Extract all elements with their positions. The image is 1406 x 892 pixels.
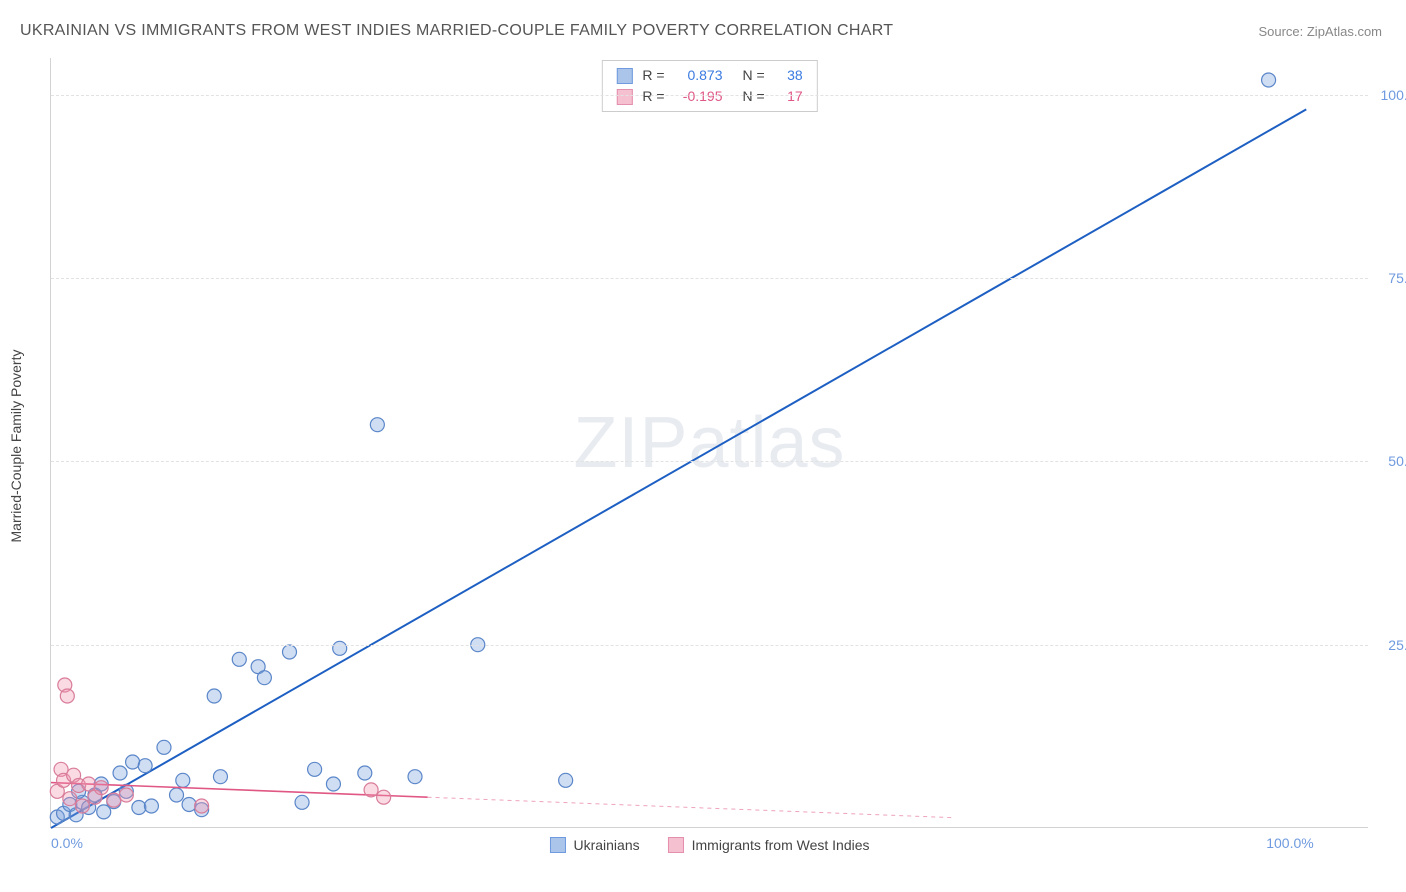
plot-area: ZIPatlas R =0.873N =38R =-0.195N =17 Ukr… [50, 58, 1368, 828]
scatter-point [370, 418, 384, 432]
scatter-point [170, 788, 184, 802]
legend-swatch [668, 837, 684, 853]
scatter-point [113, 766, 127, 780]
y-tick-label: 50.0% [1374, 453, 1406, 469]
chart-container: UKRAINIAN VS IMMIGRANTS FROM WEST INDIES… [0, 0, 1406, 892]
scatter-point [119, 788, 133, 802]
scatter-point [75, 799, 89, 813]
scatter-point [182, 798, 196, 812]
legend-item: Ukrainians [549, 837, 639, 853]
gridline [51, 95, 1368, 96]
scatter-point [333, 641, 347, 655]
scatter-point [60, 689, 74, 703]
gridline [51, 461, 1368, 462]
regression-line [51, 109, 1306, 828]
scatter-point [308, 762, 322, 776]
x-tick-label: 100.0% [1266, 835, 1313, 851]
scatter-point [107, 793, 121, 807]
legend-label: Immigrants from West Indies [692, 837, 870, 853]
y-axis-label: Married-Couple Family Poverty [8, 350, 24, 543]
scatter-point [326, 777, 340, 791]
scatter-point [126, 755, 140, 769]
scatter-point [364, 783, 378, 797]
scatter-point [282, 645, 296, 659]
scatter-point [559, 773, 573, 787]
x-tick-label: 0.0% [51, 835, 83, 851]
chart-title: UKRAINIAN VS IMMIGRANTS FROM WEST INDIES… [20, 22, 893, 40]
y-tick-label: 75.0% [1374, 270, 1406, 286]
scatter-point [1262, 73, 1276, 87]
scatter-point [358, 766, 372, 780]
y-tick-label: 25.0% [1374, 637, 1406, 653]
scatter-point [132, 800, 146, 814]
scatter-chart-svg [51, 58, 1368, 827]
legend-swatch [549, 837, 565, 853]
scatter-point [207, 689, 221, 703]
gridline [51, 645, 1368, 646]
regression-line-extension [428, 797, 955, 818]
gridline [51, 278, 1368, 279]
scatter-point [138, 759, 152, 773]
y-tick-label: 100.0% [1374, 87, 1406, 103]
scatter-point [157, 740, 171, 754]
scatter-point [213, 770, 227, 784]
scatter-point [408, 770, 422, 784]
bottom-legend: Ukrainians Immigrants from West Indies [549, 837, 869, 853]
scatter-point [144, 799, 158, 813]
scatter-point [63, 792, 77, 806]
scatter-point [195, 799, 209, 813]
scatter-point [295, 795, 309, 809]
source-attribution: Source: ZipAtlas.com [1258, 24, 1382, 39]
scatter-point [232, 652, 246, 666]
legend-item: Immigrants from West Indies [668, 837, 870, 853]
scatter-point [82, 777, 96, 791]
scatter-point [176, 773, 190, 787]
scatter-point [257, 671, 271, 685]
scatter-point [377, 790, 391, 804]
scatter-point [94, 781, 108, 795]
legend-label: Ukrainians [573, 837, 639, 853]
